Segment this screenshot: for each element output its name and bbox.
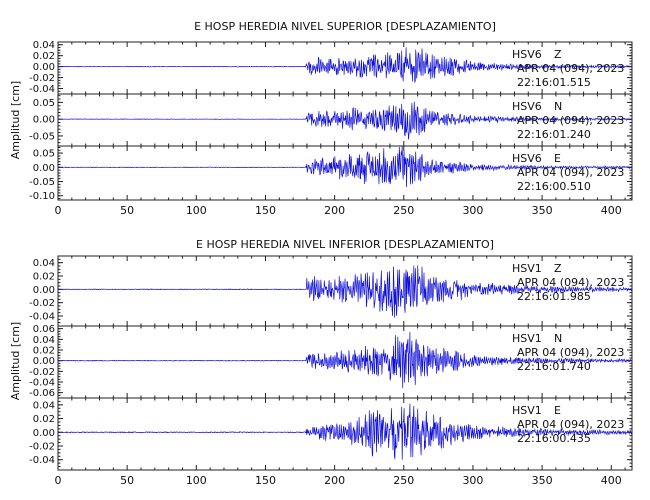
chart-title: E HOSP HEREDIA NIVEL SUPERIOR [DESPLAZAM… xyxy=(194,20,496,33)
date-label: APR 04 (094), 2023 xyxy=(517,276,624,289)
y-tick-label: 0.05 xyxy=(33,149,55,160)
x-tick-label: 250 xyxy=(393,204,414,217)
x-tick-label: 50 xyxy=(120,474,134,487)
y-tick-label: -0.04 xyxy=(29,455,55,466)
y-tick-label: 0.04 xyxy=(33,400,55,411)
y-tick-label: 0.06 xyxy=(33,324,55,335)
y-tick-label: 0.00 xyxy=(33,428,55,439)
y-tick-label: 0.00 xyxy=(33,285,55,296)
x-tick-label: 50 xyxy=(120,204,134,217)
y-tick-label: 0.04 xyxy=(33,335,55,346)
y-tick-label: 0.02 xyxy=(33,51,55,62)
station-label: HSV1 xyxy=(512,404,542,417)
time-label: 22:16:01.515 xyxy=(517,76,591,89)
x-tick-label: 100 xyxy=(186,474,207,487)
y-tick-label: -0.02 xyxy=(29,298,55,309)
y-tick-label: 0.04 xyxy=(33,258,55,269)
component-label: E xyxy=(554,152,561,165)
seismic-trace xyxy=(58,47,632,83)
y-tick-label: -0.04 xyxy=(29,84,55,95)
seismic-trace xyxy=(57,403,632,460)
y-tick-label: 0.00 xyxy=(33,163,55,174)
chart-title: E HOSP HEREDIA NIVEL INFERIOR [DESPLAZAM… xyxy=(196,238,494,251)
y-tick-label: 0.00 xyxy=(33,62,55,73)
y-tick-label: -0.05 xyxy=(29,177,55,188)
date-label: APR 04 (094), 2023 xyxy=(517,114,624,127)
y-tick-label: -0.02 xyxy=(29,73,55,84)
y-tick-label: 0.02 xyxy=(33,346,55,357)
panel-frame xyxy=(57,397,633,471)
component-label: N xyxy=(554,100,562,113)
y-tick-label: -0.05 xyxy=(29,131,55,142)
x-tick-label: 400 xyxy=(601,204,622,217)
x-tick-label: 150 xyxy=(255,474,276,487)
y-tick-label: 0.02 xyxy=(33,272,55,283)
y-axis-label: Amplitud [cm] xyxy=(9,81,22,159)
x-tick-label: 0 xyxy=(55,204,62,217)
y-tick-label: 0.05 xyxy=(33,98,55,109)
time-label: 22:16:01.985 xyxy=(517,290,591,303)
y-tick-label: -0.04 xyxy=(29,378,55,389)
station-label: HSV1 xyxy=(512,262,542,275)
y-tick-label: 0.04 xyxy=(33,40,55,51)
component-label: Z xyxy=(554,48,562,61)
date-label: APR 04 (094), 2023 xyxy=(517,418,624,431)
x-tick-label: 150 xyxy=(255,204,276,217)
x-tick-label: 300 xyxy=(462,474,483,487)
y-tick-label: -0.06 xyxy=(29,388,55,399)
component-label: E xyxy=(554,404,561,417)
time-label: 22:16:00.435 xyxy=(517,432,591,445)
station-label: HSV6 xyxy=(512,100,542,113)
time-label: 22:16:01.240 xyxy=(517,128,591,141)
y-tick-label: -0.10 xyxy=(29,191,55,202)
component-label: N xyxy=(554,332,562,345)
date-label: APR 04 (094), 2023 xyxy=(517,62,624,75)
x-tick-label: 250 xyxy=(393,474,414,487)
x-tick-label: 200 xyxy=(324,204,345,217)
component-label: Z xyxy=(554,262,562,275)
seismic-trace xyxy=(58,146,633,188)
y-tick-label: 0.00 xyxy=(33,115,55,126)
station-label: HSV6 xyxy=(512,48,542,61)
y-tick-label: -0.04 xyxy=(29,312,55,323)
y-axis-label: Amplitud [cm] xyxy=(9,322,22,400)
seismic-trace xyxy=(57,265,633,318)
seismic-trace xyxy=(58,101,632,140)
x-tick-label: 350 xyxy=(532,474,553,487)
seismic-trace xyxy=(57,331,632,389)
y-tick-label: 0.00 xyxy=(33,356,55,367)
station-label: HSV6 xyxy=(512,152,542,165)
y-tick-label: 0.02 xyxy=(33,414,55,425)
x-tick-label: 100 xyxy=(186,204,207,217)
x-tick-label: 350 xyxy=(532,204,553,217)
x-tick-label: 400 xyxy=(601,474,622,487)
date-label: APR 04 (094), 2023 xyxy=(517,346,624,359)
x-tick-label: 0 xyxy=(55,474,62,487)
y-tick-label: -0.02 xyxy=(29,442,55,453)
time-label: 22:16:00.510 xyxy=(517,180,591,193)
x-tick-label: 200 xyxy=(324,474,345,487)
y-tick-label: -0.02 xyxy=(29,367,55,378)
date-label: APR 04 (094), 2023 xyxy=(517,166,624,179)
x-tick-label: 300 xyxy=(462,204,483,217)
station-label: HSV1 xyxy=(512,332,542,345)
time-label: 22:16:01.740 xyxy=(517,360,591,373)
